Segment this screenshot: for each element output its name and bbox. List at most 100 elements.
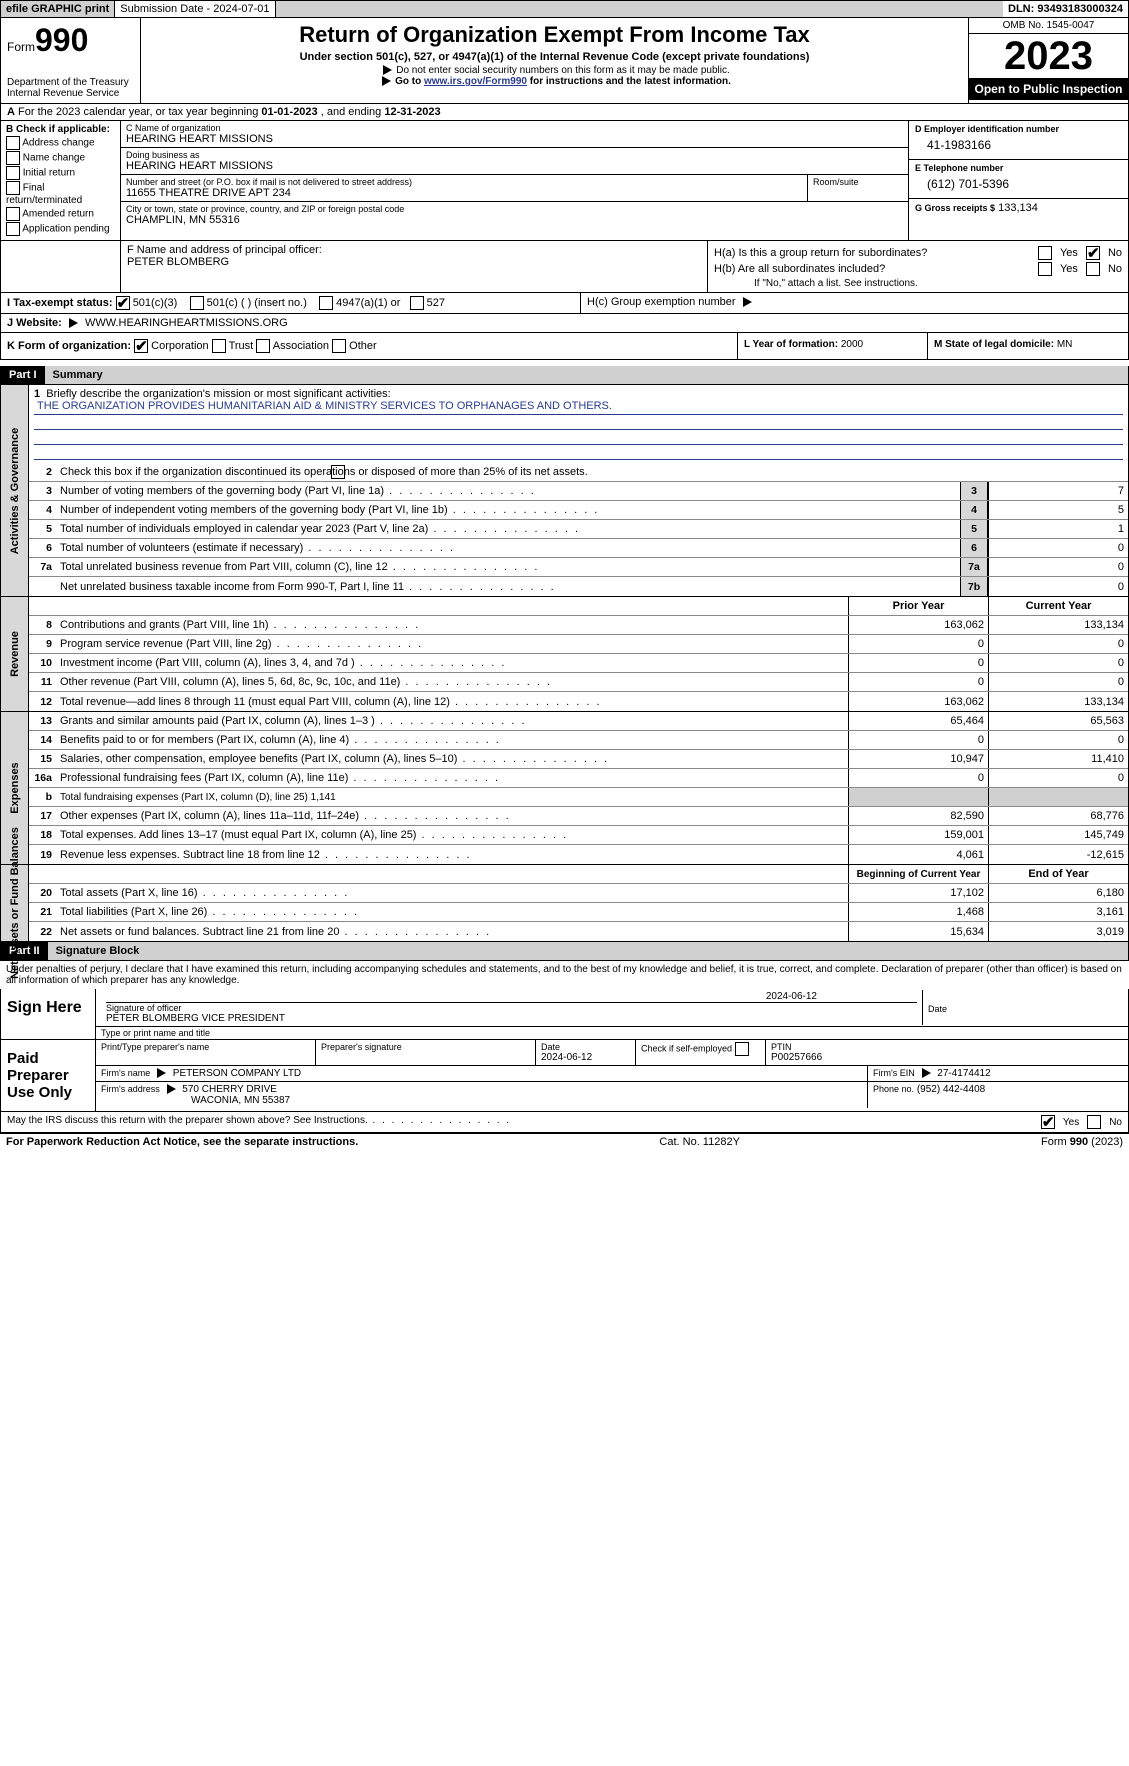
website-value: WWW.HEARINGHEARTMISSIONS.ORG bbox=[85, 317, 288, 329]
tax-exempt-status: I Tax-exempt status: 501(c)(3) 501(c) ( … bbox=[1, 293, 581, 313]
chk-501c3[interactable] bbox=[116, 296, 130, 310]
h-b-yes[interactable] bbox=[1038, 262, 1052, 276]
arrow-icon bbox=[743, 297, 752, 307]
room-cell: Room/suite bbox=[808, 175, 908, 201]
paid-content: Print/Type preparer's name Preparer's si… bbox=[96, 1040, 1128, 1111]
spacer-left bbox=[1, 240, 121, 292]
chk-assoc[interactable] bbox=[256, 339, 270, 353]
year-formation: L Year of formation: 2000 bbox=[738, 333, 928, 359]
chk-final-return[interactable]: Final return/terminated bbox=[6, 181, 115, 206]
discuss-yes[interactable] bbox=[1041, 1115, 1055, 1129]
firm-addr-cell: Firm's address 570 CHERRY DRIVE WACONIA,… bbox=[96, 1082, 868, 1108]
chk-4947[interactable] bbox=[319, 296, 333, 310]
sign-here-row: Sign Here 2024-06-12 Signature of office… bbox=[1, 989, 1128, 1040]
signature-block: Sign Here 2024-06-12 Signature of office… bbox=[0, 989, 1129, 1133]
part1-header: Part I Summary bbox=[0, 366, 1129, 385]
rev-header: Prior Year Current Year bbox=[29, 597, 1128, 616]
discuss-no[interactable] bbox=[1087, 1115, 1101, 1129]
box-c: C Name of organization HEARING HEART MIS… bbox=[121, 121, 908, 240]
bal-line-21: 21Total liabilities (Part X, line 26)1,4… bbox=[29, 903, 1128, 922]
city-state-zip: CHAMPLIN, MN 55316 bbox=[126, 214, 903, 226]
firm-name-cell: Firm's name PETERSON COMPANY LTD bbox=[96, 1066, 868, 1081]
chk-initial-return[interactable]: Initial return bbox=[6, 166, 115, 180]
exp-line-19: 19Revenue less expenses. Subtract line 1… bbox=[29, 845, 1128, 864]
gov-section: Activities & Governance 1 Briefly descri… bbox=[0, 385, 1129, 597]
chk-501c[interactable] bbox=[190, 296, 204, 310]
form-title: Return of Organization Exempt From Incom… bbox=[151, 22, 958, 48]
chk-trust[interactable] bbox=[212, 339, 226, 353]
open-inspection: Open to Public Inspection bbox=[969, 78, 1128, 100]
chk-527[interactable] bbox=[410, 296, 424, 310]
chk-discontinued[interactable] bbox=[331, 465, 345, 479]
chk-name-change[interactable]: Name change bbox=[6, 151, 115, 165]
ein-cell: D Employer identification number 41-1983… bbox=[909, 121, 1128, 160]
address-row: Number and street (or P.O. box if mail i… bbox=[121, 175, 908, 202]
rev-line-9: 9Program service revenue (Part VIII, lin… bbox=[29, 635, 1128, 654]
topbar-spacer bbox=[276, 1, 1004, 17]
exp-section: Expenses 13Grants and similar amounts pa… bbox=[0, 712, 1129, 865]
h-a-no[interactable] bbox=[1086, 246, 1100, 260]
gross-receipts-value: 133,134 bbox=[998, 202, 1038, 214]
line-2: 2 Check this box if the organization dis… bbox=[29, 463, 1128, 482]
chk-address-change[interactable]: Address change bbox=[6, 136, 115, 150]
form-subtitle: Under section 501(c), 527, or 4947(a)(1)… bbox=[151, 51, 958, 63]
prep-name-cell: Print/Type preparer's name bbox=[96, 1040, 316, 1065]
row-j: J Website: WWW.HEARINGHEARTMISSIONS.ORG bbox=[0, 314, 1129, 333]
discuss-row: May the IRS discuss this return with the… bbox=[1, 1112, 1128, 1132]
sig-date-top: 2024-06-12 bbox=[106, 991, 917, 1003]
exp-body: 13Grants and similar amounts paid (Part … bbox=[29, 712, 1128, 864]
bal-body: Beginning of Current Year End of Year 20… bbox=[29, 865, 1128, 941]
irs-label: Internal Revenue Service bbox=[7, 88, 134, 99]
exp-line-18: 18Total expenses. Add lines 13–17 (must … bbox=[29, 826, 1128, 845]
part2-label: Part II bbox=[1, 942, 48, 960]
part1-title: Summary bbox=[45, 366, 1128, 384]
arrow-icon bbox=[382, 76, 391, 86]
tax-year: 2023 bbox=[969, 34, 1128, 78]
efile-print-button[interactable]: efile GRAPHIC print bbox=[1, 1, 115, 17]
gov-line-6: 6Total number of volunteers (estimate if… bbox=[29, 539, 1128, 558]
top-bar: efile GRAPHIC print Submission Date - 20… bbox=[0, 0, 1129, 18]
line-1: 1 Briefly describe the organization's mi… bbox=[29, 385, 1128, 463]
street-cell: Number and street (or P.O. box if mail i… bbox=[121, 175, 808, 201]
sig-officer-cell: 2024-06-12 Signature of officer PETER BL… bbox=[101, 990, 923, 1025]
rev-vlabel: Revenue bbox=[1, 597, 29, 711]
gross-receipts-cell: G Gross receipts $ 133,134 bbox=[909, 199, 1128, 217]
mission-blank-2 bbox=[34, 430, 1123, 445]
header-left: Form990 Department of the Treasury Inter… bbox=[1, 18, 141, 103]
gov-body: 1 Briefly describe the organization's mi… bbox=[29, 385, 1128, 596]
gov-line-3: 3Number of voting members of the governi… bbox=[29, 482, 1128, 501]
box-h: H(a) Is this a group return for subordin… bbox=[708, 240, 1128, 292]
h-c-row: H(c) Group exemption number bbox=[581, 293, 1128, 313]
prep-date-cell: Date2024-06-12 bbox=[536, 1040, 636, 1065]
org-name: HEARING HEART MISSIONS bbox=[126, 133, 903, 145]
rev-line-11: 11Other revenue (Part VIII, column (A), … bbox=[29, 673, 1128, 692]
arrow-icon bbox=[69, 318, 78, 328]
rev-line-8: 8Contributions and grants (Part VIII, li… bbox=[29, 616, 1128, 635]
omb-number: OMB No. 1545-0047 bbox=[969, 18, 1128, 34]
h-b-no[interactable] bbox=[1086, 262, 1100, 276]
sign-content: 2024-06-12 Signature of officer PETER BL… bbox=[96, 989, 1128, 1039]
org-name-cell: C Name of organization HEARING HEART MIS… bbox=[121, 121, 908, 148]
sig-date-cell: Date bbox=[923, 990, 1123, 1025]
exp-line-14: 14Benefits paid to or for members (Part … bbox=[29, 731, 1128, 750]
chk-app-pending[interactable]: Application pending bbox=[6, 222, 115, 236]
chk-corp[interactable] bbox=[134, 339, 148, 353]
chk-amended[interactable]: Amended return bbox=[6, 207, 115, 221]
h-a-row: H(a) Is this a group return for subordin… bbox=[714, 246, 1122, 260]
chk-other[interactable] bbox=[332, 339, 346, 353]
bal-section: Net Assets or Fund Balances Beginning of… bbox=[0, 865, 1129, 942]
h-a-yes[interactable] bbox=[1038, 246, 1052, 260]
page-footer: For Paperwork Reduction Act Notice, see … bbox=[0, 1133, 1129, 1150]
gov-line-7b: Net unrelated business taxable income fr… bbox=[29, 577, 1128, 596]
irs-link[interactable]: www.irs.gov/Form990 bbox=[424, 76, 527, 87]
h-b-row: H(b) Are all subordinates included? Yes … bbox=[714, 262, 1122, 276]
form-of-org: K Form of organization: Corporation Trus… bbox=[1, 333, 738, 359]
chk-self-employed[interactable] bbox=[735, 1042, 749, 1056]
bal-header: Beginning of Current Year End of Year bbox=[29, 865, 1128, 884]
arrow-icon bbox=[922, 1068, 931, 1078]
mission-blank-1 bbox=[34, 415, 1123, 430]
prep-row-2: Firm's name PETERSON COMPANY LTD Firm's … bbox=[96, 1066, 1128, 1082]
gov-vlabel: Activities & Governance bbox=[1, 385, 29, 596]
gov-line-7a: 7aTotal unrelated business revenue from … bbox=[29, 558, 1128, 577]
row-a-tax-year: A For the 2023 calendar year, or tax yea… bbox=[0, 104, 1129, 121]
